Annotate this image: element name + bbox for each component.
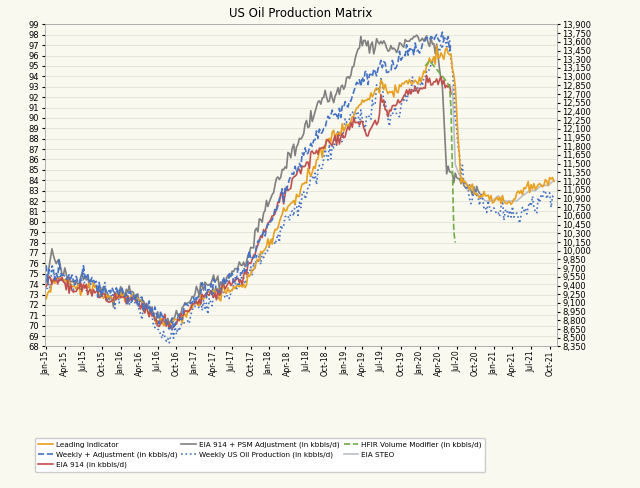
Weekly + Adjustment (in kbbls/d): [90, 277, 97, 283]
Weekly US Oil Production (in kbbls/d): [220, 287, 227, 293]
EIA 914 (in kbbls/d): [42, 283, 50, 289]
Weekly + Adjustment (in kbbls/d): [317, 131, 324, 137]
Line: EIA 914 (in kbbls/d): EIA 914 (in kbbls/d): [46, 76, 451, 328]
Leading Indicator: [220, 280, 227, 285]
Line: Leading Indicator: Leading Indicator: [46, 46, 554, 328]
EIA 914 + PSM Adjustment (in kbbls/d): [179, 305, 186, 311]
Weekly US Oil Production (in kbbls/d): [179, 320, 186, 325]
Leading Indicator: [179, 321, 186, 326]
Leading Indicator: [317, 146, 324, 152]
Title: US Oil Production Matrix: US Oil Production Matrix: [229, 7, 372, 20]
EIA 914 (in kbbls/d): [90, 286, 97, 292]
EIA 914 (in kbbls/d): [241, 266, 249, 272]
Line: EIA STEO: EIA STEO: [452, 87, 554, 201]
Weekly US Oil Production (in kbbls/d): [42, 285, 50, 291]
EIA 914 (in kbbls/d): [220, 281, 227, 287]
Weekly US Oil Production (in kbbls/d): [241, 281, 249, 287]
Weekly + Adjustment (in kbbls/d): [241, 268, 249, 274]
Leading Indicator: [241, 285, 249, 290]
EIA 914 + PSM Adjustment (in kbbls/d): [317, 102, 324, 107]
Line: Weekly US Oil Production (in kbbls/d): Weekly US Oil Production (in kbbls/d): [46, 36, 554, 343]
Line: Weekly + Adjustment (in kbbls/d): Weekly + Adjustment (in kbbls/d): [46, 32, 451, 329]
Legend: Leading Indicator, Weekly + Adjustment (in kbbls/d), EIA 914 (in kbbls/d), EIA 9: Leading Indicator, Weekly + Adjustment (…: [35, 438, 485, 472]
Line: EIA 914 + PSM Adjustment (in kbbls/d): EIA 914 + PSM Adjustment (in kbbls/d): [46, 35, 479, 325]
Weekly + Adjustment (in kbbls/d): [179, 316, 186, 322]
EIA 914 + PSM Adjustment (in kbbls/d): [158, 321, 166, 326]
Weekly US Oil Production (in kbbls/d): [90, 281, 97, 286]
EIA 914 + PSM Adjustment (in kbbls/d): [90, 280, 97, 286]
Weekly + Adjustment (in kbbls/d): [158, 313, 166, 319]
EIA 914 (in kbbls/d): [179, 313, 186, 319]
EIA 914 + PSM Adjustment (in kbbls/d): [42, 279, 50, 285]
Line: HFIR Volume Modifier (in kbbls/d): HFIR Volume Modifier (in kbbls/d): [425, 61, 455, 243]
Leading Indicator: [158, 317, 166, 323]
EIA 914 + PSM Adjustment (in kbbls/d): [241, 264, 249, 270]
Weekly + Adjustment (in kbbls/d): [220, 274, 227, 280]
EIA 914 (in kbbls/d): [317, 145, 324, 151]
Leading Indicator: [42, 296, 50, 302]
Leading Indicator: [90, 280, 97, 286]
Weekly US Oil Production (in kbbls/d): [158, 335, 166, 341]
EIA 914 (in kbbls/d): [158, 318, 166, 324]
Weekly US Oil Production (in kbbls/d): [317, 165, 324, 171]
Weekly + Adjustment (in kbbls/d): [42, 263, 50, 268]
EIA 914 + PSM Adjustment (in kbbls/d): [220, 281, 227, 287]
